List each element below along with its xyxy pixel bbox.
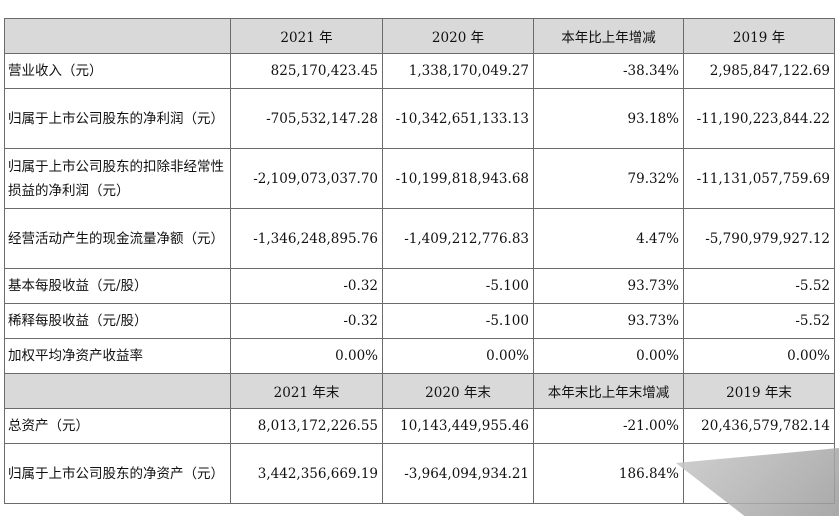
- table-cell: -5,790,979,927.12: [683, 208, 835, 269]
- table-cell: -2,109,073,037.70: [230, 148, 383, 209]
- table-cell: -11,190,223,844.22: [683, 88, 835, 149]
- table-cell: 0.00%: [683, 338, 835, 374]
- table-cell: -3,964,094,934.21: [382, 443, 534, 504]
- table-cell: 1,338,170,049.27: [382, 53, 534, 89]
- row-label: 经营活动产生的现金流量净额（元）: [4, 208, 231, 269]
- table-row: 营业收入（元） 825,170,423.45 1,338,170,049.27 …: [4, 53, 835, 89]
- row-label: 营业收入（元）: [4, 53, 231, 89]
- table-cell: 8,013,172,226.55: [230, 408, 383, 444]
- column-header: 2020 年末: [382, 373, 534, 409]
- column-header: 本年末比上年末增减: [533, 373, 684, 409]
- header-blank-cell: [4, 18, 231, 54]
- table-cell: 2,985,847,122.69: [683, 53, 835, 89]
- table-cell: -705,532,147.28: [230, 88, 383, 149]
- table-cell: 20,436,579,782.14: [683, 408, 835, 444]
- table-cell: -1,409,212,776.83: [382, 208, 534, 269]
- table-cell: -5.100: [382, 268, 534, 304]
- header-row: 2021 年末 2020 年末 本年末比上年末增减 2019 年末: [4, 373, 835, 409]
- column-header: 本年比上年增减: [533, 18, 684, 54]
- table-cell: 4.47%: [533, 208, 684, 269]
- table-cell: 93.73%: [533, 303, 684, 339]
- row-label: 总资产（元）: [4, 408, 231, 444]
- table-cell: 3,442,356,669.19: [230, 443, 383, 504]
- table-cell: -0.32: [230, 268, 383, 304]
- row-label: 基本每股收益（元/股）: [4, 268, 231, 304]
- table-cell: -0.32: [230, 303, 383, 339]
- table-row: 归属于上市公司股东的净利润（元） -705,532,147.28 -10,342…: [4, 88, 835, 149]
- table-cell: 186.84%: [533, 443, 684, 504]
- row-label: 加权平均净资产收益率: [4, 338, 231, 374]
- header-blank-cell: [4, 373, 231, 409]
- table-row: 稀释每股收益（元/股） -0.32 -5.100 93.73% -5.52: [4, 303, 835, 339]
- header-row: 2021 年 2020 年 本年比上年增减 2019 年: [4, 18, 835, 54]
- table-row: 归属于上市公司股东的净资产（元） 3,442,356,669.19 -3,964…: [4, 443, 835, 504]
- table-cell: 93.73%: [533, 268, 684, 304]
- table-cell: -21.00%: [533, 408, 684, 444]
- table-cell: 10,143,449,955.46: [382, 408, 534, 444]
- table-cell: -1,346,248,895.76: [230, 208, 383, 269]
- column-header: 2021 年: [230, 18, 383, 54]
- column-header: 2019 年: [683, 18, 835, 54]
- table-cell: 93.18%: [533, 88, 684, 149]
- table-cell: 0.00%: [533, 338, 684, 374]
- row-label: 归属于上市公司股东的净利润（元）: [4, 88, 231, 149]
- table-cell: 79.32%: [533, 148, 684, 209]
- table-cell: -10,199,818,943.68: [382, 148, 534, 209]
- column-header: 2021 年末: [230, 373, 383, 409]
- table-cell: -5.52: [683, 268, 835, 304]
- table-cell: -10,342,651,133.13: [382, 88, 534, 149]
- table-cell: -5.52: [683, 303, 835, 339]
- table-cell: 0.00%: [382, 338, 534, 374]
- financial-summary-table: 2021 年 2020 年 本年比上年增减 2019 年 营业收入（元） 825…: [4, 18, 835, 504]
- column-header: 2020 年: [382, 18, 534, 54]
- table-cell: -38.34%: [533, 53, 684, 89]
- table-cell: 0.00%: [230, 338, 383, 374]
- column-header: 2019 年末: [683, 373, 835, 409]
- table-cell: 825,170,423.45: [230, 53, 383, 89]
- table-row: 加权平均净资产收益率 0.00% 0.00% 0.00% 0.00%: [4, 338, 835, 374]
- table-row: 基本每股收益（元/股） -0.32 -5.100 93.73% -5.52: [4, 268, 835, 304]
- table-cell: -11,131,057,759.69: [683, 148, 835, 209]
- table-cell: -5.100: [382, 303, 534, 339]
- table-row: 经营活动产生的现金流量净额（元） -1,346,248,895.76 -1,40…: [4, 208, 835, 269]
- table-row: 总资产（元） 8,013,172,226.55 10,143,449,955.4…: [4, 408, 835, 444]
- table-row: 归属于上市公司股东的扣除非经常性损益的净利润（元） -2,109,073,037…: [4, 148, 835, 209]
- row-label: 归属于上市公司股东的净资产（元）: [4, 443, 231, 504]
- row-label: 稀释每股收益（元/股）: [4, 303, 231, 339]
- row-label: 归属于上市公司股东的扣除非经常性损益的净利润（元）: [4, 148, 231, 209]
